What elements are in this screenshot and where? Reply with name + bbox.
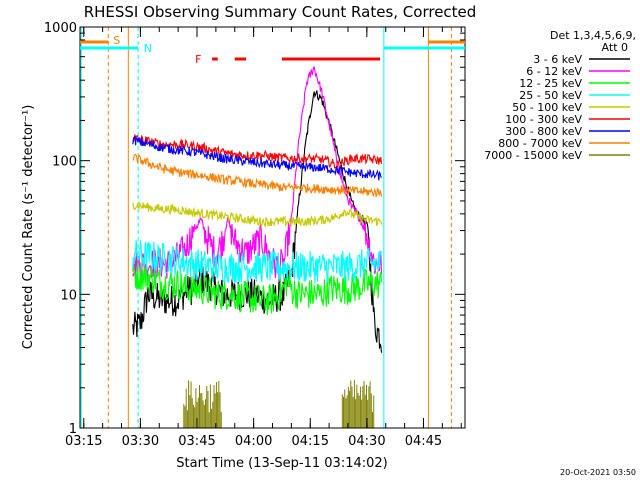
axes: 1 10 100 1000 03:15 03:30 03:45 04:00 04:15 04:30…	[44, 21, 466, 449]
attenuator-flags: S N F	[80, 34, 465, 66]
legend-entry-label: 6 - 12 keV	[526, 65, 582, 78]
saa-flag-label: S	[113, 34, 120, 47]
flare-flag-label: F	[195, 53, 201, 66]
legend-header: Det 1,3,4,5,6,9,	[550, 29, 636, 42]
x-axis-label: Start Time (13-Sep-11 03:14:02)	[176, 456, 387, 471]
legend-entry-label: 3 - 6 keV	[533, 53, 582, 66]
y-tick-label: 1000	[44, 21, 77, 36]
legend-entry-label: 100 - 300 keV	[505, 113, 582, 126]
legend-entry-label: 300 - 800 keV	[505, 125, 582, 138]
footer-date: 20-Oct-2021 03:50	[560, 468, 636, 477]
series-50-100-kev	[132, 201, 383, 228]
y-tick-label: 100	[52, 155, 77, 170]
chart-title: RHESSI Observing Summary Count Rates, Co…	[84, 3, 477, 21]
plot-area	[80, 27, 452, 428]
x-tick-label: 04:15	[292, 434, 329, 449]
legend-entry-label: 7000 - 15000 keV	[484, 149, 582, 162]
legend-entry-label: 800 - 7000 keV	[498, 137, 582, 150]
series-300-800-kev	[132, 134, 382, 181]
series-800-7000-kev	[132, 153, 383, 198]
x-tick-label: 03:15	[65, 434, 102, 449]
x-tick-label: 04:30	[348, 434, 385, 449]
x-tick-label: 03:30	[122, 434, 159, 449]
y-tick-label: 1	[69, 422, 77, 437]
y-tick-label: 10	[60, 288, 77, 303]
legend-entry-label: 12 - 25 keV	[519, 77, 582, 90]
series-3-6-kev	[132, 90, 383, 353]
series-lines	[132, 66, 383, 428]
x-tick-label: 04:00	[235, 434, 272, 449]
y-axis-label: Corrected Count Rate (s⁻¹ detector⁻¹)	[21, 105, 36, 350]
series-25-50-kev	[132, 239, 382, 284]
legend-entry-label: 25 - 50 keV	[519, 89, 582, 102]
x-tick-label: 03:45	[178, 434, 215, 449]
night-flag-label: N	[144, 42, 152, 55]
legend-entry-label: 50 - 100 keV	[512, 101, 582, 114]
series-12-25-kev	[132, 260, 383, 316]
x-tick-label: 04:45	[405, 434, 442, 449]
legend-attenuator: Att 0	[602, 41, 628, 54]
